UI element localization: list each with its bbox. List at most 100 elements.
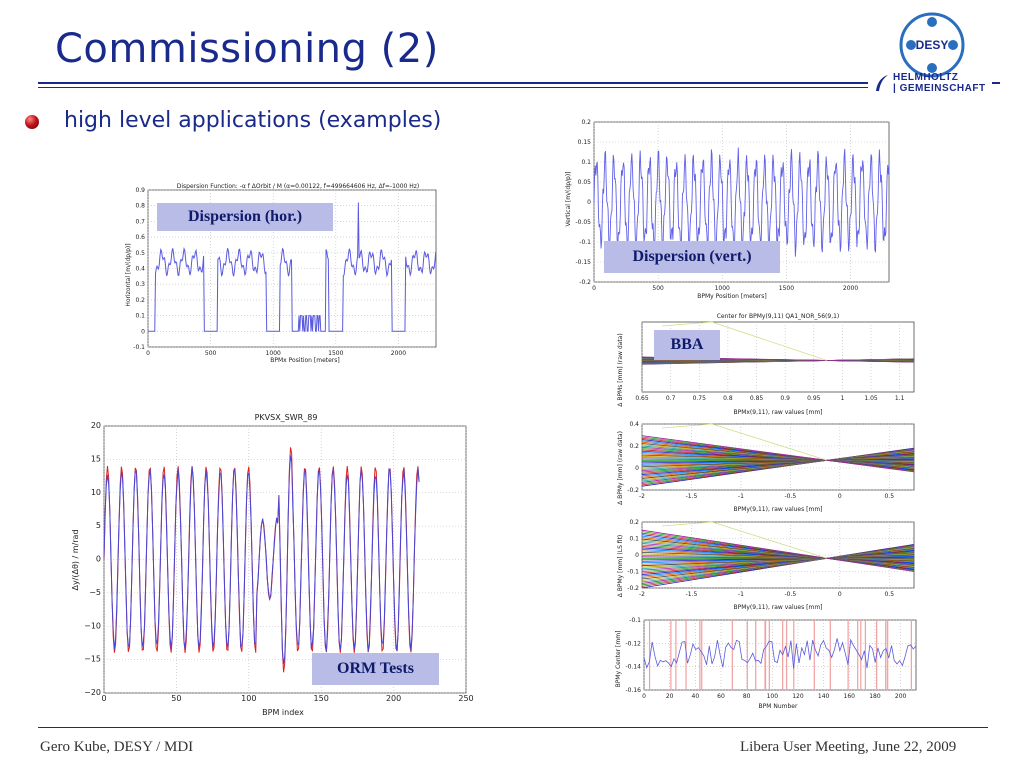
- x-tick-label: 0.5: [884, 493, 894, 500]
- y-tick-label: 0.05: [578, 179, 592, 186]
- y-tick-label: -0.2: [579, 279, 591, 286]
- y-tick-label: -0.2: [627, 487, 639, 494]
- x-tick-label: 1500: [779, 285, 794, 292]
- x-tick-label: 100: [241, 694, 256, 703]
- gemeinschaft-text: | GEMEINSCHAFT: [893, 83, 986, 94]
- footer-event: Libera User Meeting, June 22, 2009: [740, 739, 957, 755]
- x-axis-label: BPMy(9,11), raw values [mm]: [733, 506, 822, 513]
- x-tick-label: 0: [838, 493, 842, 500]
- bba-line: [641, 529, 915, 572]
- x-axis-label: BPMy(9,11), raw values [mm]: [733, 604, 822, 611]
- x-tick-label: 0.5: [884, 591, 894, 598]
- x-tick-label: -0.5: [785, 493, 797, 500]
- x-tick-label: -1: [738, 493, 744, 500]
- orm-chart: PKVSX_SWR_89 0 50 100 150 200 25020151050−5−1…: [68, 410, 478, 720]
- y-tick-label: 0: [635, 552, 639, 559]
- x-tick-label: 0: [642, 693, 646, 700]
- y-tick-label: -0.05: [575, 219, 591, 226]
- x-tick-label: 500: [205, 350, 217, 357]
- caption-dispersion-hor: Dispersion (hor.): [157, 203, 333, 231]
- y-tick-label: -0.1: [133, 344, 145, 351]
- y-tick-label: -0.2: [627, 585, 639, 592]
- y-tick-label: 0.8: [135, 203, 145, 210]
- x-tick-label: 250: [458, 694, 473, 703]
- y-tick-label: −5: [89, 588, 101, 597]
- x-tick-label: 100: [767, 693, 779, 700]
- bba-line: [641, 435, 915, 473]
- y-tick-label: 0.15: [578, 139, 592, 146]
- y-axis-label: Δ BPMy [mm] (LS fit): [617, 535, 624, 598]
- x-tick-label: 200: [386, 694, 401, 703]
- bullet-text: high level applications (examples): [64, 108, 442, 133]
- chart-title: PKVSX_SWR_89: [255, 413, 318, 422]
- title-divider-thin: [38, 87, 868, 88]
- y-tick-label: 0: [96, 555, 101, 564]
- x-tick-label: 50: [171, 694, 181, 703]
- footer-divider: [38, 727, 988, 728]
- y-tick-label: 0.2: [629, 443, 639, 450]
- y-tick-label: -0.1: [579, 239, 591, 246]
- dispersion-vert-chart: 0 500 1000 1500 2000 0.2 0.15 0.1 0.05 0 -0.05 -0.1…: [562, 114, 892, 304]
- x-tick-label: 1: [841, 395, 845, 402]
- caption-bba: BBA: [654, 330, 720, 360]
- x-tick-label: 2000: [843, 285, 858, 292]
- y-tick-label: −20: [84, 688, 101, 697]
- title-divider: [38, 82, 868, 84]
- chart-title: Center for BPMy(9,11) QA1_NOR_56(9,1): [717, 313, 840, 320]
- x-tick-label: 0.7: [666, 395, 676, 402]
- x-tick-label: -1.5: [686, 591, 698, 598]
- bba-chart-2: -2 -1.5 -1 -0.5 0 0.5 0.4 0.2 0 -0.2 BPMy(9,11), …: [612, 418, 920, 514]
- y-tick-label: 0: [141, 328, 145, 335]
- x-tick-label: 1000: [266, 350, 281, 357]
- y-tick-label: 0.3: [135, 281, 145, 288]
- dispersion-vert-series: [593, 147, 890, 257]
- x-tick-label: 160: [844, 693, 856, 700]
- y-tick-label: 0.1: [629, 536, 639, 543]
- y-tick-label: -0.16: [625, 687, 641, 694]
- x-tick-label: 200: [895, 693, 907, 700]
- x-tick-label: 120: [792, 693, 804, 700]
- x-tick-label: 2000: [391, 350, 406, 357]
- x-tick-label: 0.9: [780, 395, 790, 402]
- x-axis-label: BPMx(9,11), raw values [mm]: [733, 409, 822, 416]
- y-tick-label: 0.1: [581, 159, 591, 166]
- bullet-icon: [25, 115, 39, 129]
- y-tick-label: 20: [91, 421, 101, 430]
- orm-series-blue: [103, 455, 420, 665]
- y-tick-label: 0.6: [135, 234, 145, 241]
- x-tick-label: 500: [652, 285, 664, 292]
- slide-title: Commissioning (2): [55, 26, 439, 72]
- y-tick-label: 10: [91, 488, 101, 497]
- y-tick-label: 0.1: [135, 313, 145, 320]
- y-axis-label: Δ BPMy [mm] (raw data): [617, 431, 624, 505]
- bba4-plot-area: [643, 619, 917, 691]
- chart-title: Dispersion Function: -α f ΔOrbit / M (α=…: [177, 183, 420, 190]
- x-tick-label: -0.5: [785, 591, 797, 598]
- x-tick-label: 1500: [328, 350, 343, 357]
- x-axis-label: BPM Number: [759, 703, 798, 710]
- y-axis-label: BPMy Center [mm]: [615, 631, 622, 688]
- x-tick-label: 180: [869, 693, 881, 700]
- x-tick-label: 0.65: [635, 395, 649, 402]
- y-tick-label: 0.4: [629, 421, 639, 428]
- y-tick-label: 0.7: [135, 218, 145, 225]
- y-tick-label: 5: [96, 521, 101, 530]
- y-tick-label: −10: [84, 621, 101, 630]
- x-tick-label: 0: [146, 350, 150, 357]
- x-tick-label: 0: [101, 694, 106, 703]
- x-tick-label: 0.75: [693, 395, 707, 402]
- dispersion-hor-series: [148, 202, 437, 332]
- bba-fit-line: [661, 423, 828, 461]
- bba-chart-3: -2 -1.5 -1 -0.5 0 0.5 0.2 0.1 0 -0.1 -0.2 BPMy(9,1…: [612, 516, 920, 612]
- footer-author: Gero Kube, DESY / MDI: [40, 739, 194, 755]
- x-tick-label: 0: [838, 591, 842, 598]
- y-axis-label: Δy/(Δθ) / m/rad: [71, 529, 80, 590]
- y-tick-label: −15: [84, 655, 101, 664]
- y-tick-label: -0.12: [625, 640, 641, 647]
- y-axis-label: Δ BPMs [mm] (raw data): [617, 333, 624, 406]
- y-tick-label: -0.1: [627, 569, 639, 576]
- x-tick-label: 20: [666, 693, 674, 700]
- x-tick-label: 140: [818, 693, 830, 700]
- x-tick-label: -2: [639, 493, 645, 500]
- x-tick-label: 1.1: [895, 395, 905, 402]
